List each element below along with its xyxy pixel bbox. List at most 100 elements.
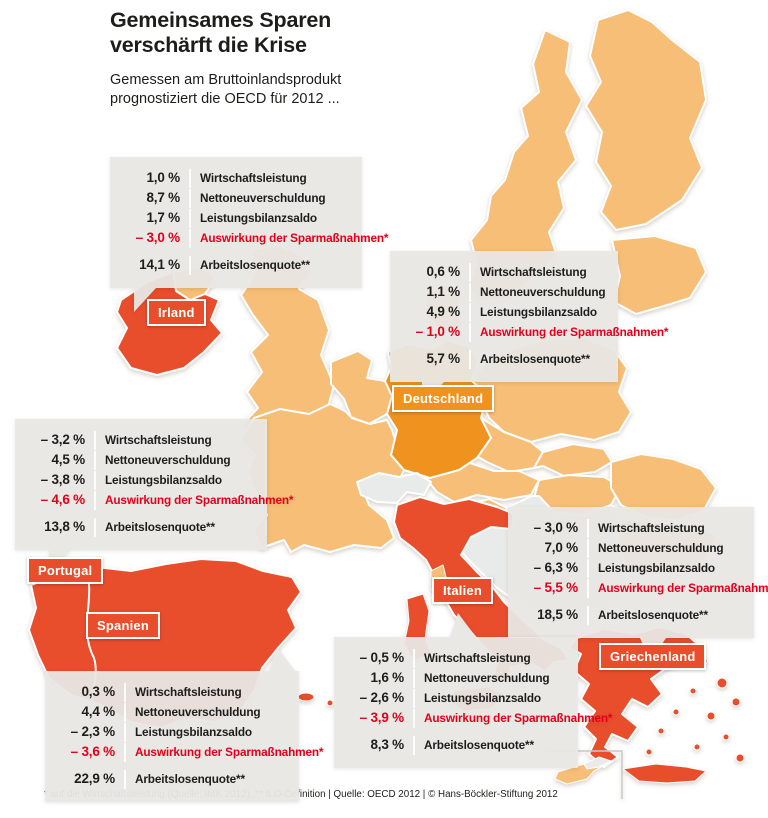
stat-value: – 3,0 %: [533, 520, 579, 535]
stat-row: 4,9 % Leistungsbilanzsaldo: [402, 302, 606, 322]
stat-value: – 6,3 %: [533, 560, 579, 575]
stat-label: Arbeitslosenquote**: [124, 770, 245, 789]
stat-value: 18,5 %: [537, 607, 578, 622]
stat-value: – 3,8 %: [40, 472, 86, 487]
databox-spanien: 0,3 % Wirtschaftsleistung 4,4 % Nettoneuve…: [45, 647, 324, 802]
page-title: Gemeinsames Sparen verschärft die Krise: [110, 8, 341, 58]
stat-row-highlight: – 4,6 % Auswirkung der Sparmaßnahmen*: [27, 490, 294, 510]
stat-row: 1,7 % Leistungsbilanzsaldo: [122, 208, 350, 228]
stat-row: – 3,2 % Wirtschaftsleistung: [27, 430, 255, 450]
stat-label: Arbeitslosenquote**: [413, 736, 534, 755]
stat-value: – 2,6 %: [359, 690, 405, 705]
stat-label: Arbeitslosenquote**: [587, 606, 708, 625]
stat-value: – 2,3 %: [70, 724, 116, 739]
stat-label: Nettoneuverschuldung: [189, 189, 326, 208]
stat-row: – 2,3 % Leistungsbilanzsaldo: [57, 722, 287, 742]
country-shape-slovakia: [533, 443, 613, 477]
stat-row: – 2,6 % Leistungsbilanzsaldo: [346, 688, 566, 708]
title-line-1: Gemeinsames Sparen: [110, 8, 332, 32]
stat-value: – 3,0 %: [135, 230, 181, 245]
stat-row: – 0,5 % Wirtschaftsleistung: [346, 648, 566, 668]
stat-row-highlight: – 3,6 % Auswirkung der Sparmaßnahmen*: [57, 742, 324, 762]
stat-row: 18,5 % Arbeitslosenquote**: [520, 605, 742, 625]
stat-value: 8,7 %: [146, 190, 180, 205]
stat-row: 7,0 % Nettoneuverschuldung: [520, 538, 742, 558]
stat-value: – 1,0 %: [415, 324, 461, 339]
country-label-italien: Italien: [432, 577, 493, 604]
databox-deutschland: 0,6 % Wirtschaftsleistung 1,1 % Nettoneuve…: [390, 251, 669, 406]
stat-row: 0,3 % Wirtschaftsleistung: [57, 682, 287, 702]
stat-label: Auswirkung der Sparmaßnahmen*: [469, 323, 669, 342]
stat-row: 8,7 % Nettoneuverschuldung: [122, 188, 350, 208]
stat-label: Arbeitslosenquote**: [189, 256, 310, 275]
stat-value: – 5,5 %: [533, 580, 579, 595]
source-note: * auf die Wirtschaftsleistung (Quelle: I…: [44, 789, 558, 800]
stat-label: Arbeitslosenquote**: [94, 518, 215, 537]
stat-label: Wirtschaftsleistung: [413, 649, 531, 668]
stat-row-highlight: – 3,9 % Auswirkung der Sparmaßnahmen*: [346, 708, 613, 728]
stat-row: 0,6 % Wirtschaftsleistung: [402, 262, 606, 282]
title-line-2: verschärft die Krise: [110, 33, 307, 57]
stat-label: Leistungsbilanzsaldo: [413, 689, 541, 708]
stat-value: 1,1 %: [426, 284, 460, 299]
stat-value: 0,6 %: [426, 264, 460, 279]
subtitle: Gemessen am Bruttoinlandsprodukt prognos…: [110, 71, 341, 109]
stat-value: 5,7 %: [426, 351, 460, 366]
stat-label: Nettoneuverschuldung: [587, 539, 724, 558]
stat-value: 4,5 %: [51, 452, 85, 467]
country-shape-balearics: [297, 692, 315, 702]
country-shape-finland: [585, 9, 707, 231]
stat-label: Nettoneuverschuldung: [124, 703, 261, 722]
stat-label: Wirtschaftsleistung: [124, 683, 242, 702]
stat-row: 5,7 % Arbeitslosenquote**: [402, 349, 606, 369]
stat-label: Arbeitslosenquote**: [469, 350, 590, 369]
stat-label: Wirtschaftsleistung: [189, 169, 307, 188]
databox-italien: – 0,5 % Wirtschaftsleistung 1,6 % Nettoneu…: [334, 613, 613, 768]
stat-row: – 3,8 % Leistungsbilanzsaldo: [27, 470, 255, 490]
stat-row-highlight: – 3,0 % Auswirkung der Sparmaßnahmen*: [122, 228, 389, 248]
stat-value: 1,6 %: [370, 670, 404, 685]
stat-label: Wirtschaftsleistung: [587, 519, 705, 538]
stat-label: Leistungsbilanzsaldo: [124, 723, 252, 742]
stat-label: Auswirkung der Sparmaßnahmen*: [587, 579, 768, 598]
stat-label: Nettoneuverschuldung: [94, 451, 231, 470]
country-label-irland: Irland: [147, 299, 206, 326]
country-shape-crete: [622, 763, 707, 784]
header: Gemeinsames Sparen verschärft die Krise …: [110, 8, 341, 109]
stat-row: 1,0 % Wirtschaftsleistung: [122, 168, 350, 188]
subtitle-line-2: prognostiziert die OECD für 2012 ...: [110, 91, 340, 107]
stat-value: – 3,2 %: [40, 432, 86, 447]
stat-row: 14,1 % Arbeitslosenquote**: [122, 255, 350, 275]
stat-label: Nettoneuverschuldung: [413, 669, 550, 688]
stat-label: Auswirkung der Sparmaßnahmen*: [124, 743, 324, 762]
stat-value: – 0,5 %: [359, 650, 405, 665]
country-shape-balearics-minor: [326, 699, 334, 707]
stat-label: Leistungsbilanzsaldo: [469, 303, 597, 322]
stat-row: 8,3 % Arbeitslosenquote**: [346, 735, 566, 755]
country-label-portugal: Portugal: [27, 557, 104, 584]
stat-row-highlight: – 1,0 % Auswirkung der Sparmaßnahmen*: [402, 322, 669, 342]
stat-label: Leistungsbilanzsaldo: [94, 471, 222, 490]
stat-row: 13,8 % Arbeitslosenquote**: [27, 517, 255, 537]
stat-row-highlight: – 5,5 % Auswirkung der Sparmaßnahmen*: [520, 578, 768, 598]
databox-irland: 1,0 % Wirtschaftsleistung 8,7 % Nettoneuve…: [110, 157, 389, 312]
stat-row: 1,1 % Nettoneuverschuldung: [402, 282, 606, 302]
stat-value: 4,9 %: [426, 304, 460, 319]
stat-label: Leistungsbilanzsaldo: [189, 209, 317, 228]
stat-row: 4,5 % Nettoneuverschuldung: [27, 450, 255, 470]
country-label-spanien: Spanien: [86, 612, 160, 639]
subtitle-line-1: Gemessen am Bruttoinlandsprodukt: [110, 72, 342, 88]
stat-row: 1,6 % Nettoneuverschuldung: [346, 668, 566, 688]
stat-label: Auswirkung der Sparmaßnahmen*: [94, 491, 294, 510]
country-shape-baltics: [611, 235, 707, 315]
stat-row: 4,4 % Nettoneuverschuldung: [57, 702, 287, 722]
stat-label: Wirtschaftsleistung: [469, 263, 587, 282]
stat-value: – 3,6 %: [70, 744, 116, 759]
country-label-griechenland: Griechenland: [599, 643, 707, 670]
country-label-deutschland: Deutschland: [392, 385, 495, 412]
stat-value: 7,0 %: [544, 540, 578, 555]
callout-tail-italien: [450, 613, 476, 637]
stat-value: 8,3 %: [370, 737, 404, 752]
callout-tail-spanien: [269, 647, 295, 671]
